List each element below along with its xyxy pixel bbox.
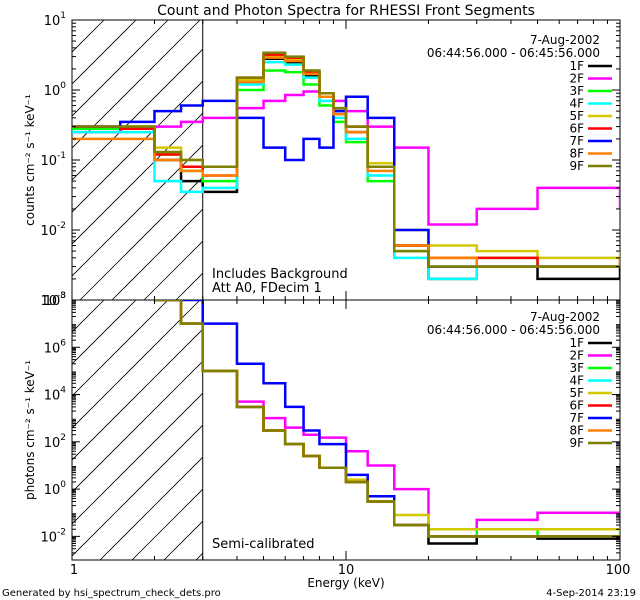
hatch-line <box>99 456 203 560</box>
hatch-line <box>72 48 203 181</box>
hatch-line <box>72 300 137 365</box>
footer-generator: Generated by hsi_spectrum_check_dets.pro <box>2 588 221 599</box>
y-tick-label: 100 <box>44 81 67 99</box>
hatch-line <box>72 424 203 557</box>
hatch-line <box>72 20 169 117</box>
hatch-line <box>195 552 203 560</box>
x-tick-label: 10 <box>338 563 355 578</box>
legend-label-6f: 6F <box>569 399 584 413</box>
hatch-line <box>72 20 137 85</box>
legend-label-4f: 4F <box>569 374 584 388</box>
bottom-legend-date: 7-Aug-2002 <box>530 310 600 324</box>
bottom-y-axis-label: photons cm⁻² s⁻¹ keV⁻¹ <box>23 360 37 500</box>
series-line-4f <box>72 60 620 281</box>
hatch-line <box>131 488 203 560</box>
top-legend-time-range: 06:44:56.000 - 06:45:56.000 <box>427 46 600 60</box>
legend-label-1f: 1F <box>569 336 584 350</box>
x-axis-label: Energy (keV) <box>307 576 384 590</box>
series-line-9f <box>154 300 620 538</box>
y-tick-label: 106 <box>44 338 67 356</box>
top-annotation-background: Includes Background <box>212 267 348 282</box>
hatch-line <box>143 240 203 300</box>
legend-label-8f: 8F <box>569 424 584 438</box>
legend-label-2f: 2F <box>569 72 584 86</box>
y-tick-label: 101 <box>44 11 66 29</box>
bottom-legend-time-range: 06:44:56.000 - 06:45:56.000 <box>427 323 600 337</box>
legend-label-8f: 8F <box>569 147 584 161</box>
hatch-line <box>72 300 169 397</box>
chart-title: Count and Photon Spectra for RHESSI Fron… <box>157 3 535 19</box>
legend-label-2f: 2F <box>569 349 584 363</box>
hatch-line <box>111 208 203 300</box>
bottom-x-axis-ticks: 1 10 100 <box>70 300 631 578</box>
top-annotation-attenuator: Att A0, FDecim 1 <box>212 281 322 296</box>
top-y-axis-label: counts cm⁻² s⁻¹ keV⁻¹ <box>23 94 37 226</box>
top-hatched-region <box>72 20 203 300</box>
legend-label-3f: 3F <box>569 84 584 98</box>
legend-label-7f: 7F <box>569 411 584 425</box>
x-tick-label: 100 <box>606 563 631 578</box>
hatch-line <box>72 360 203 493</box>
y-tick-label: 10-2 <box>40 221 66 239</box>
y-tick-label: 10-2 <box>40 527 66 545</box>
hatch-line <box>72 392 203 525</box>
legend-label-5f: 5F <box>569 109 584 123</box>
bottom-legend: 7-Aug-2002 06:44:56.000 - 06:45:56.000 1… <box>427 310 612 450</box>
hatch-line <box>72 80 203 213</box>
legend-label-1f: 1F <box>569 59 584 73</box>
top-x-axis-ticks <box>71 20 608 300</box>
x-tick-label: 1 <box>70 563 78 578</box>
y-tick-label: 100 <box>44 480 67 498</box>
footer-timestamp: 4-Sep-2014 23:19 <box>546 588 636 599</box>
top-legend-date: 7-Aug-2002 <box>530 33 600 47</box>
hatch-line <box>72 20 201 149</box>
legend-label-3f: 3F <box>569 361 584 375</box>
bottom-series-group <box>154 300 620 545</box>
bottom-hatched-region <box>72 300 203 560</box>
legend-label-6f: 6F <box>569 122 584 136</box>
legend-label-4f: 4F <box>569 97 584 111</box>
hatch-line <box>72 300 201 429</box>
hatch-line <box>79 176 203 300</box>
series-line-9f <box>72 51 620 268</box>
bottom-annotation-calibration: Semi-calibrated <box>212 537 314 552</box>
y-tick-label: 10-1 <box>40 151 66 169</box>
top-legend: 7-Aug-2002 06:44:56.000 - 06:45:56.000 1… <box>427 33 612 173</box>
legend-label-7f: 7F <box>569 134 584 148</box>
y-tick-label: 102 <box>44 433 66 451</box>
hatch-line <box>72 328 203 461</box>
y-tick-label: 104 <box>44 386 67 404</box>
legend-label-5f: 5F <box>569 386 584 400</box>
legend-label-9f: 9F <box>569 436 584 450</box>
y-tick-label: 108 <box>44 291 67 309</box>
legend-label-9f: 9F <box>569 159 584 173</box>
hatch-line <box>72 300 105 333</box>
top-series-group <box>72 51 620 281</box>
